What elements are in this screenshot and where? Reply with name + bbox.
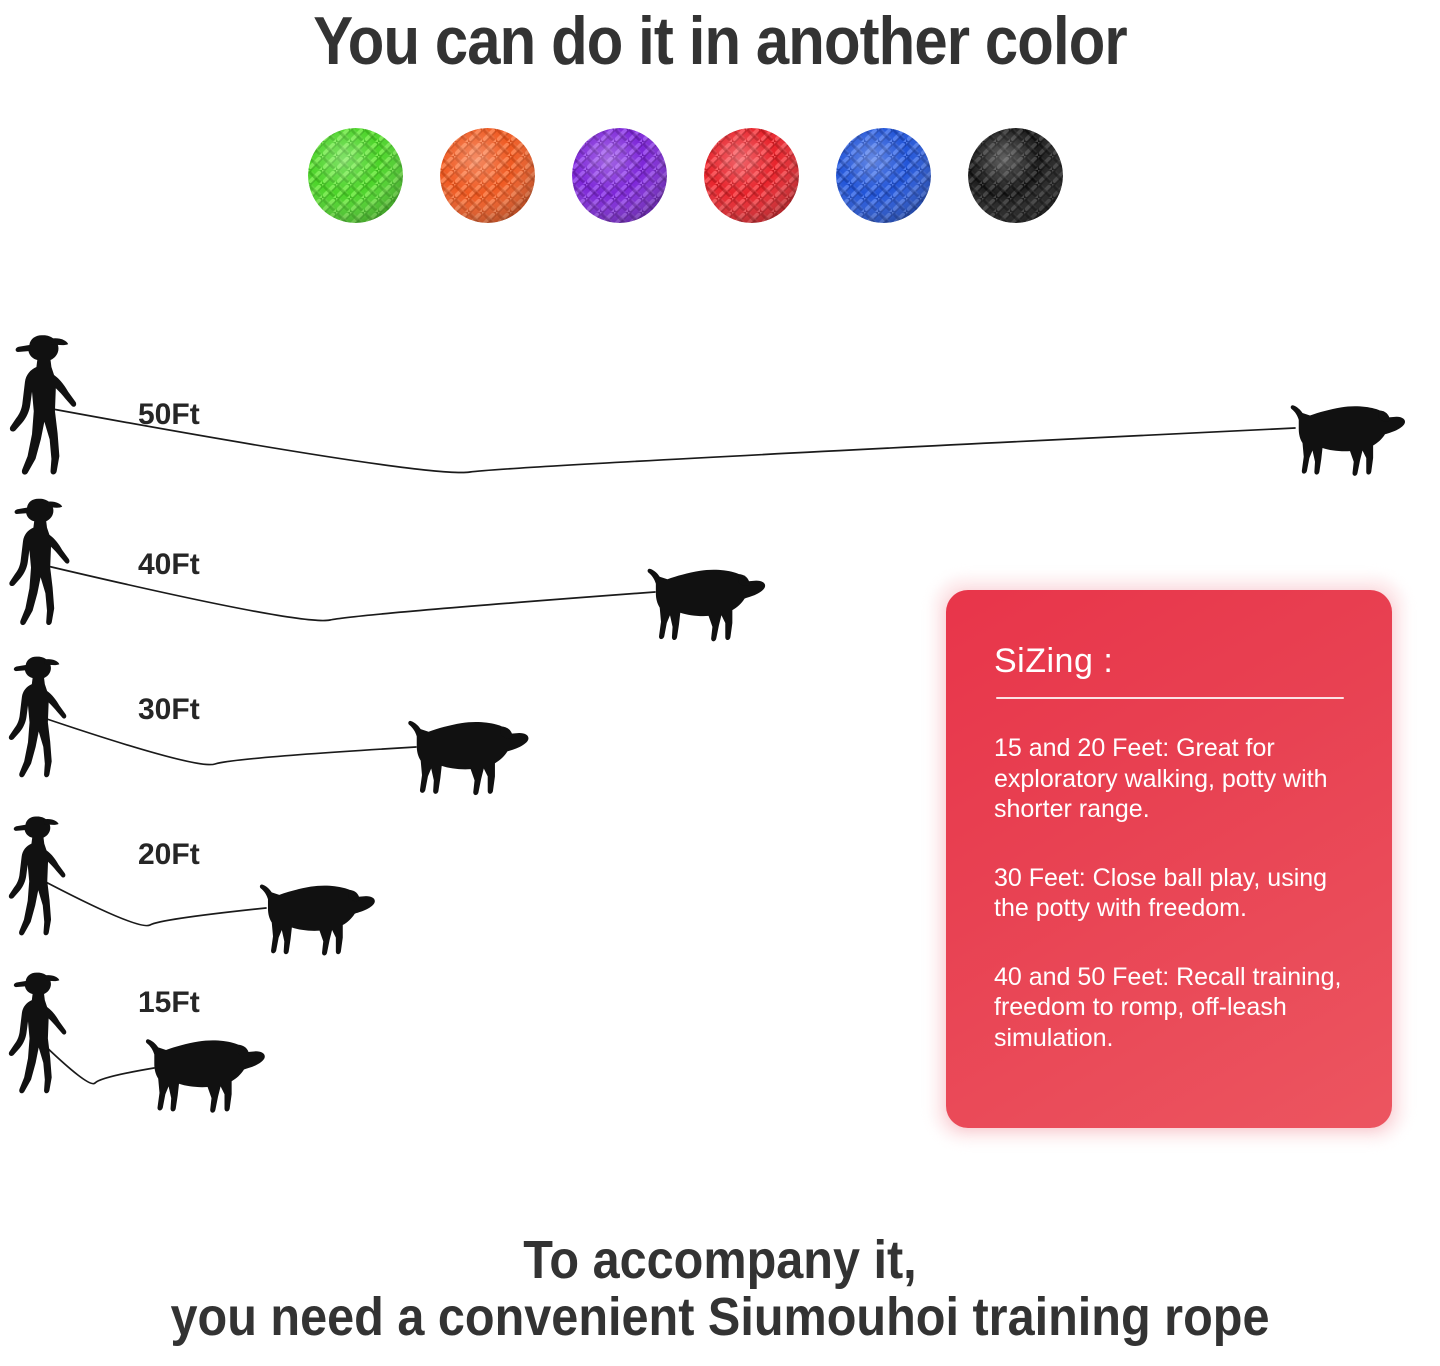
card-paragraph-3: 40 and 50 Feet: Recall training, freedom…: [994, 962, 1342, 1052]
dog-silhouette: [1285, 393, 1410, 493]
dog-silhouette: [400, 712, 536, 809]
card-paragraph-1: 15 and 20 Feet: Great for exploratory wa…: [994, 734, 1328, 823]
color-swatch-green[interactable]: [308, 128, 403, 223]
person-silhouette: [2, 652, 80, 787]
footer-tagline: To accompany it, you need a convenient S…: [0, 1230, 1440, 1348]
page-title: You can do it in another color: [313, 3, 1127, 79]
color-swatch-purple[interactable]: [572, 128, 667, 223]
color-swatch-blue[interactable]: [836, 128, 931, 223]
length-label-30ft: 30Ft: [138, 693, 200, 726]
color-swatch-orange[interactable]: [440, 128, 535, 223]
card-divider: [996, 697, 1344, 699]
person-silhouette: [2, 330, 92, 485]
dog-silhouette: [641, 560, 771, 655]
person-silhouette: [2, 812, 79, 945]
color-swatch-row: [0, 128, 1440, 228]
card-heading: SiZing :: [994, 642, 1114, 680]
length-label-20ft: 20Ft: [138, 838, 200, 871]
person-silhouette: [2, 494, 84, 635]
person-silhouette: [2, 968, 80, 1103]
card-body: SiZing : 15 and 20 Feet: Great for explo…: [946, 590, 1392, 1128]
color-swatch-red[interactable]: [704, 128, 799, 223]
dog-silhouette: [140, 1030, 270, 1127]
sizing-card: SiZing : 15 and 20 Feet: Great for explo…: [934, 578, 1404, 1140]
length-label-15ft: 15Ft: [138, 986, 200, 1019]
length-label-50ft: 50Ft: [138, 398, 200, 431]
color-swatch-black[interactable]: [968, 128, 1063, 223]
footer-line-2: you need a convenient Siumouhoi training…: [170, 1287, 1270, 1348]
card-paragraph-2: 30 Feet: Close ball play, using the pott…: [994, 863, 1328, 923]
footer-line-1: To accompany it,: [523, 1230, 917, 1290]
length-label-40ft: 40Ft: [138, 548, 200, 581]
dog-silhouette: [252, 876, 382, 969]
